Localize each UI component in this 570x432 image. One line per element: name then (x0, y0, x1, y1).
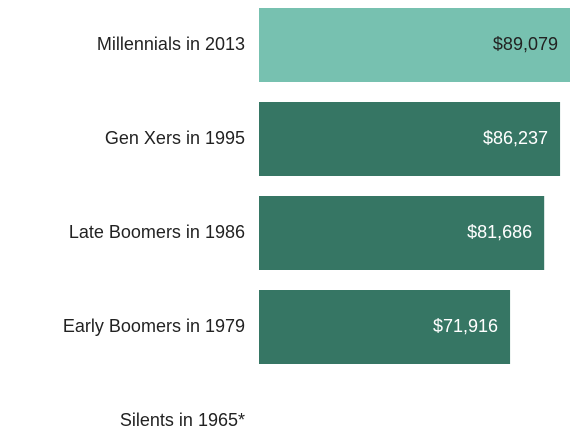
value-label: $71,916 (433, 316, 498, 336)
category-label: Silents in 1965* (120, 410, 245, 430)
category-label: Early Boomers in 1979 (63, 316, 245, 336)
bar (259, 8, 570, 82)
category-label: Gen Xers in 1995 (105, 128, 245, 148)
category-label: Late Boomers in 1986 (69, 222, 245, 242)
bar (259, 102, 561, 176)
bar (259, 290, 511, 364)
category-label: Millennials in 2013 (97, 34, 245, 54)
bar (259, 196, 545, 270)
value-label: $89,079 (493, 34, 558, 54)
value-label: $81,686 (467, 222, 532, 242)
value-label: $86,237 (483, 128, 548, 148)
